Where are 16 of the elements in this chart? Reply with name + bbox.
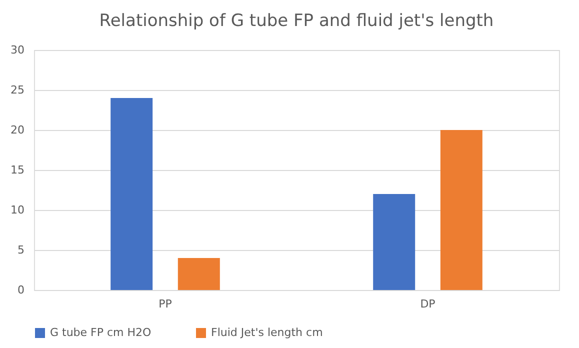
- y-tick-label: 0: [18, 284, 24, 296]
- y-tick-label: 25: [10, 84, 24, 96]
- chart-title: Relationship of G tube FP and fluid jet's length: [99, 11, 494, 31]
- y-tick-label: 20: [10, 124, 24, 136]
- bar: [110, 98, 153, 290]
- legend-label: G tube FP cm H2O: [50, 326, 152, 339]
- y-tick-label: 30: [10, 44, 24, 56]
- bar: [178, 258, 220, 290]
- bar: [440, 130, 482, 290]
- y-tick-label: 15: [10, 164, 24, 176]
- bar: [373, 194, 416, 290]
- x-tick-label: DP: [420, 298, 436, 310]
- y-tick-label: 10: [10, 204, 24, 216]
- y-tick-label: 5: [18, 244, 24, 256]
- legend-label: Fluid Jet's length cm: [211, 326, 323, 339]
- x-tick-label: PP: [158, 298, 172, 310]
